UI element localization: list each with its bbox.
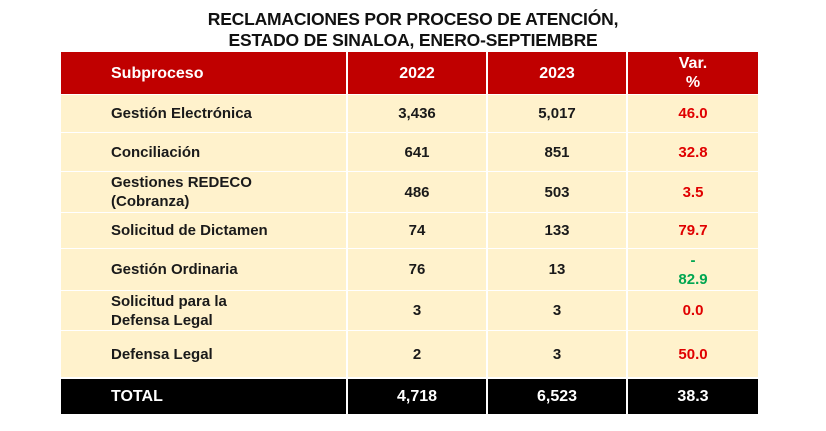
row-var: 50.0 [628, 331, 758, 377]
row-var-line: 46.0 [678, 105, 708, 122]
header-var-line1: Var. [678, 55, 708, 72]
row-subproceso: Gestiones REDECO (Cobranza) [61, 172, 346, 212]
row-subproceso: Gestión Electrónica [61, 95, 346, 132]
row-2023-line: 3 [552, 345, 562, 363]
row-2023-line: 5,017 [538, 105, 576, 122]
row-var: 32.8 [628, 133, 758, 171]
total-2023: 6,523 [488, 379, 626, 414]
row-var: 0.0 [628, 291, 758, 330]
row-2022: 3 [348, 291, 486, 330]
total-var: 38.3 [628, 379, 758, 414]
row-subproceso: Defensa Legal [61, 331, 346, 377]
row-2022: 641 [348, 133, 486, 171]
total-var-line: 38.3 [677, 388, 709, 405]
row-var-line: 82.9 [678, 270, 708, 288]
row-2023: 851 [488, 133, 626, 171]
row-2023-line: 503 [544, 183, 570, 201]
row-2022-line: 641 [404, 143, 430, 161]
row-var-line: 0.0 [682, 302, 704, 319]
row-2022: 74 [348, 213, 486, 248]
row-var: 46.0 [628, 95, 758, 132]
row-2023: 5,017 [488, 95, 626, 132]
row-var: 3.5 [628, 172, 758, 212]
row-subproceso: Conciliación [61, 133, 346, 171]
row-2022-line: 76 [408, 261, 426, 278]
row-subproceso-line: Defensa Legal [111, 345, 213, 363]
row-2023-line: 133 [544, 222, 570, 239]
row-var-line: 3.5 [682, 183, 704, 201]
row-2023: 3 [488, 331, 626, 377]
total-2022: 4,718 [348, 379, 486, 414]
row-subproceso-line: Gestiones REDECO [111, 174, 252, 191]
row-2023-line: 13 [548, 261, 566, 278]
row-subproceso: Solicitud para la Defensa Legal [61, 291, 346, 330]
row-2022-line: 2 [412, 345, 422, 363]
row-2023: 13 [488, 249, 626, 290]
row-subproceso-line: Defensa Legal [111, 311, 213, 329]
row-2023: 503 [488, 172, 626, 212]
row-var: -82.9 [628, 249, 758, 290]
row-var-line: 32.8 [678, 143, 708, 161]
table-title: RECLAMACIONES POR PROCESO DE ATENCIÓN, E… [0, 9, 826, 51]
row-2022: 76 [348, 249, 486, 290]
header-var: Var. % [628, 52, 758, 94]
row-2022: 2 [348, 331, 486, 377]
total-label: TOTAL [61, 379, 346, 414]
header-subproceso: Subproceso [61, 52, 346, 94]
header-2023: 2023 [488, 52, 626, 94]
row-subproceso-line: Solicitud de Dictamen [111, 222, 268, 239]
header-2022: 2022 [348, 52, 486, 94]
total-label-line: TOTAL [111, 388, 163, 405]
row-subproceso-line: Gestión Ordinaria [111, 261, 238, 278]
row-var: 79.7 [628, 213, 758, 248]
row-subproceso-line: Conciliación [111, 143, 201, 161]
title-line-2: ESTADO DE SINALOA, ENERO-SEPTIEMBRE [228, 30, 598, 50]
row-var-line: 50.0 [678, 345, 708, 363]
row-2023: 133 [488, 213, 626, 248]
row-2023: 3 [488, 291, 626, 330]
row-2023-line: 851 [544, 143, 570, 161]
row-2023-line: 3 [552, 302, 562, 319]
row-2022-line: 486 [404, 183, 430, 201]
row-subproceso: Solicitud de Dictamen [61, 213, 346, 248]
row-2022-line: 74 [408, 222, 426, 239]
total-2022-line: 4,718 [396, 388, 438, 405]
row-2022: 3,436 [348, 95, 486, 132]
row-var-line: 79.7 [678, 222, 708, 239]
row-2022-line: 3 [412, 302, 422, 319]
row-2022-line: 3,436 [398, 105, 436, 122]
row-subproceso: Gestión Ordinaria [61, 249, 346, 290]
claims-table: Subproceso 2022 2023 Var. % Gestión Elec… [61, 52, 758, 414]
total-2023-line: 6,523 [536, 388, 578, 405]
header-var-line2: % [685, 74, 701, 91]
row-subproceso-line: Solicitud para la [111, 292, 227, 310]
row-2022: 486 [348, 172, 486, 212]
title-line-1: RECLAMACIONES POR PROCESO DE ATENCIÓN, [207, 9, 619, 29]
row-var-line: - [690, 251, 696, 269]
row-subproceso-line: Gestión Electrónica [111, 105, 252, 122]
row-subproceso-line: (Cobranza) [111, 193, 190, 210]
